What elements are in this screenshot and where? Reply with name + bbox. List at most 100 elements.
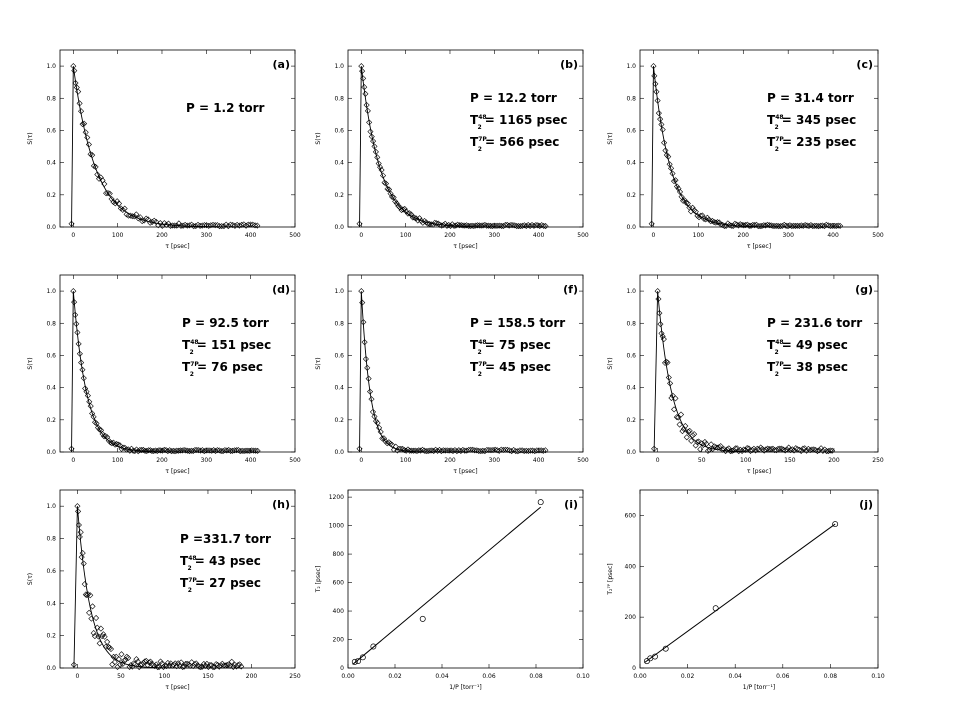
data-point: [829, 222, 836, 229]
data-point: [370, 643, 377, 650]
y-tick-label: 1.0: [46, 503, 56, 510]
x-tick-label: 300: [782, 232, 794, 239]
data-point: [73, 320, 80, 327]
data-point: [248, 447, 255, 454]
data-point: [363, 102, 370, 109]
x-tick-label: 250: [872, 457, 884, 464]
data-point: [517, 223, 524, 230]
y-axis-label: S(τ): [27, 357, 34, 369]
data-point: [433, 220, 440, 227]
data-point: [75, 508, 82, 515]
data-point: [487, 222, 494, 229]
data-point: [87, 592, 94, 599]
data-point: [654, 97, 661, 104]
y-tick-label: 0.4: [626, 385, 636, 392]
data-point: [465, 446, 472, 453]
data-point: [127, 212, 134, 219]
data-point: [180, 222, 187, 229]
data-point: [659, 126, 666, 133]
data-point: [768, 446, 775, 453]
data-point: [689, 432, 696, 439]
x-tick-label: 500: [289, 232, 301, 239]
data-point: [737, 221, 744, 228]
data-point: [726, 221, 733, 229]
data-point: [694, 439, 701, 446]
data-point: [82, 591, 89, 598]
annotation-line: T7P 2= 45 psec: [470, 360, 551, 378]
data-point: [123, 446, 130, 453]
data-point: [689, 204, 696, 211]
data-point: [807, 222, 814, 229]
data-point: [92, 163, 99, 170]
y-tick-label: 0.6: [626, 127, 636, 134]
data-point: [223, 447, 230, 454]
data-point: [120, 444, 127, 451]
y-tick-label: 0.0: [334, 449, 344, 456]
data-point: [478, 222, 485, 229]
data-point: [805, 222, 812, 230]
y-tick-label: 600: [333, 580, 345, 587]
y-tick-label: 0.2: [626, 417, 636, 424]
data-point: [125, 212, 132, 219]
data-point: [216, 223, 223, 230]
data-point: [181, 447, 188, 454]
x-axis-label: τ [psec]: [453, 468, 477, 475]
data-point: [143, 447, 150, 454]
y-tick-label: 0.4: [334, 160, 344, 167]
data-point: [372, 148, 379, 155]
y-axis-label: S(τ): [607, 357, 614, 369]
data-point: [361, 339, 368, 346]
annotation-line: T48 2= 345 psec: [767, 113, 856, 131]
panel-label: (j): [859, 498, 873, 511]
data-point: [652, 653, 658, 660]
data-point: [672, 177, 679, 184]
data-point: [367, 388, 374, 395]
data-point: [188, 447, 195, 454]
data-point: [218, 447, 225, 455]
y-tick-label: 0.2: [46, 192, 56, 199]
x-tick-label: 50: [698, 457, 706, 464]
data-point: [71, 299, 78, 306]
data-point: [140, 446, 147, 453]
annotation-line: P = 158.5 torr: [470, 316, 565, 330]
y-tick-label: 0.6: [46, 568, 56, 575]
x-tick-label: 0: [75, 673, 79, 680]
data-point: [229, 222, 236, 229]
data-point: [508, 448, 515, 455]
data-point: [773, 222, 780, 229]
data-point: [419, 615, 426, 622]
data-point: [374, 154, 381, 161]
data-point: [392, 443, 399, 450]
data-point: [358, 288, 365, 295]
data-point: [719, 221, 726, 228]
data-point: [714, 219, 721, 226]
x-tick-label: 0: [652, 232, 656, 239]
y-tick-label: 0.8: [626, 95, 636, 102]
data-point: [747, 222, 755, 229]
data-point: [651, 72, 658, 79]
data-point: [175, 660, 182, 667]
data-point: [431, 219, 438, 226]
data-point: [519, 447, 526, 454]
data-point: [732, 445, 739, 452]
data-point: [532, 222, 539, 229]
data-point: [141, 658, 148, 665]
x-tick-label: 400: [245, 457, 257, 464]
data-point: [139, 218, 146, 225]
data-point: [114, 664, 121, 671]
data-point: [723, 222, 730, 229]
data-point: [656, 310, 663, 317]
data-point: [734, 445, 741, 452]
data-point: [147, 219, 154, 226]
data-point: [86, 398, 93, 405]
data-point: [208, 447, 215, 454]
fit-line: [71, 66, 260, 228]
y-tick-label: 0.4: [334, 385, 344, 392]
x-tick-label: 0: [359, 457, 363, 464]
data-point: [440, 447, 447, 454]
data-point: [87, 403, 94, 410]
x-tick-label: 0.00: [341, 673, 355, 680]
data-point: [130, 660, 137, 667]
data-point: [227, 662, 234, 669]
y-tick-label: 200: [333, 637, 345, 644]
